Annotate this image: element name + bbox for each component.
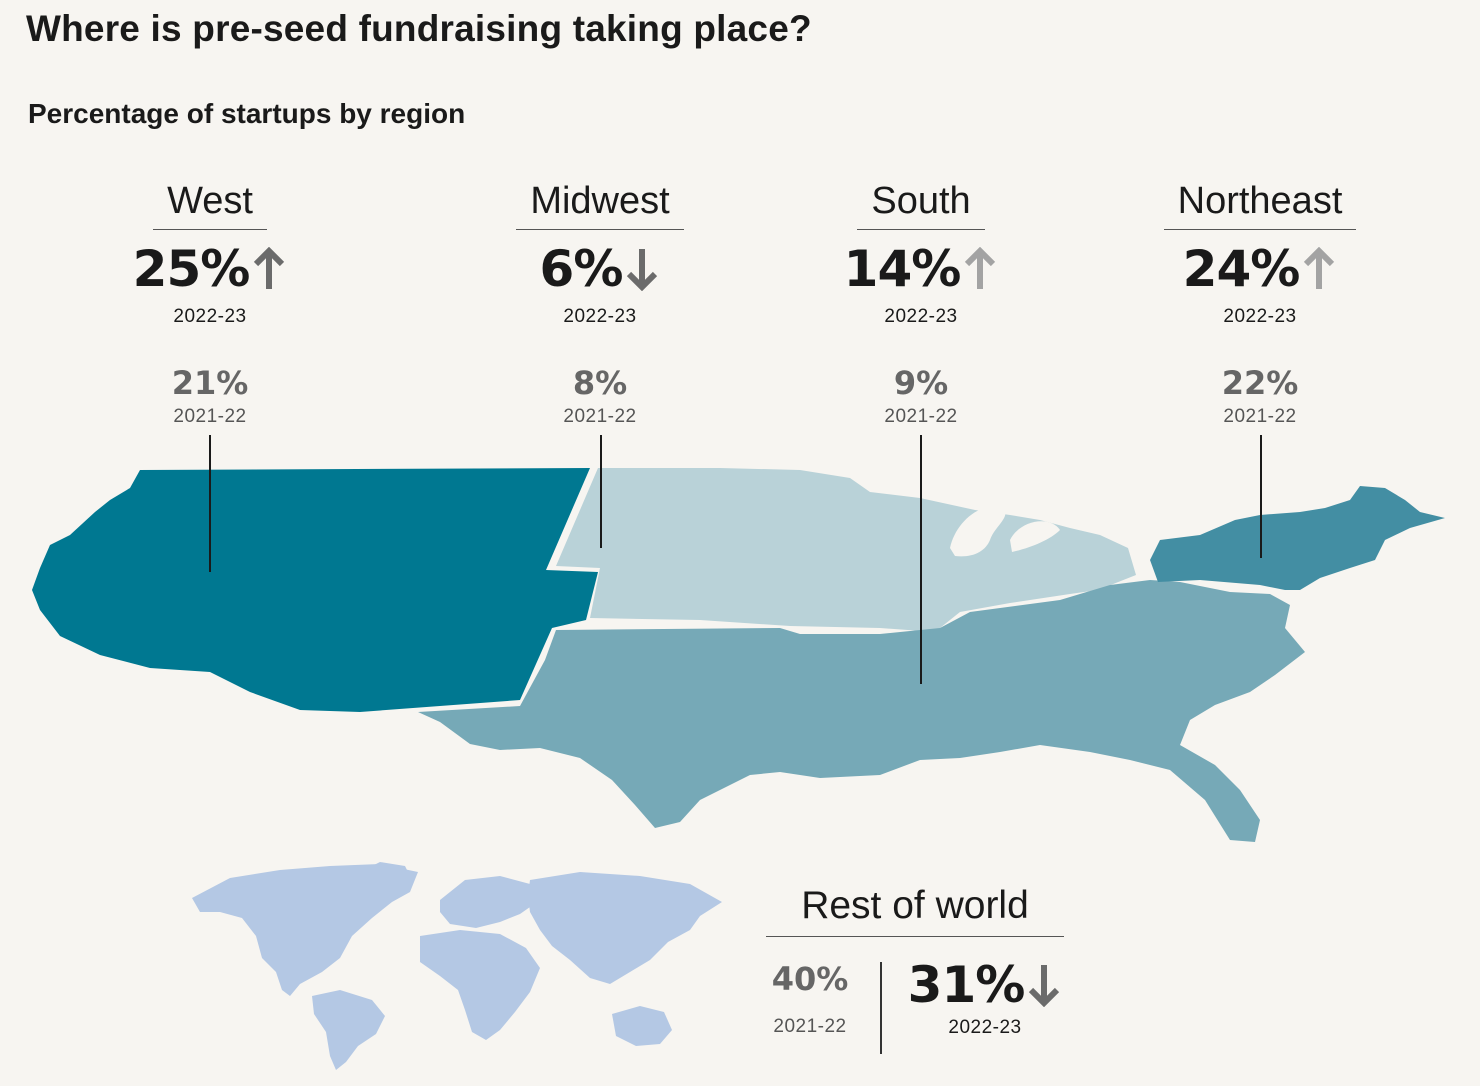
page-title: Where is pre-seed fundraising taking pla… bbox=[26, 8, 812, 49]
arrow-up-icon bbox=[1304, 247, 1335, 289]
region-west: West 25% 2022-23 21% 2021-22 bbox=[60, 180, 360, 428]
divider bbox=[880, 962, 882, 1054]
current-percent: 25% bbox=[132, 240, 251, 298]
rest-of-world-name: Rest of world bbox=[766, 884, 1064, 937]
great-lakes-shape bbox=[950, 505, 1006, 557]
previous-year: 2021-22 bbox=[1223, 406, 1297, 427]
previous-percent: 40% bbox=[771, 960, 849, 998]
previous-percent: 8% bbox=[572, 364, 628, 402]
world-map bbox=[192, 862, 722, 1070]
region-name: Midwest bbox=[516, 180, 684, 230]
rest-of-world-previous: 40% 2021-22 bbox=[770, 960, 850, 1038]
current-year: 2022-23 bbox=[884, 306, 958, 327]
rest-of-world-current: 31% 2022-23 bbox=[900, 955, 1070, 1039]
continent-europe bbox=[440, 876, 540, 928]
rest-of-world-block: Rest of world bbox=[766, 884, 1064, 937]
region-midwest: Midwest 6% 2022-23 8% 2021-22 bbox=[450, 180, 750, 428]
continent-asia bbox=[528, 872, 722, 984]
page-subtitle: Percentage of startups by region bbox=[28, 98, 466, 129]
region-name: South bbox=[857, 180, 985, 230]
arrow-up-icon bbox=[965, 247, 996, 289]
region-name: West bbox=[153, 180, 267, 230]
arrow-up-icon bbox=[254, 247, 285, 289]
continent-south-america bbox=[312, 990, 385, 1070]
previous-year: 2021-22 bbox=[563, 406, 637, 427]
current-year: 2022-23 bbox=[1223, 306, 1297, 327]
current-percent: 24% bbox=[1182, 240, 1301, 298]
previous-year: 2021-22 bbox=[884, 406, 958, 427]
great-lakes-shape bbox=[1010, 521, 1060, 552]
previous-year: 2021-22 bbox=[173, 406, 247, 427]
continent-africa bbox=[420, 930, 540, 1040]
current-year: 2022-23 bbox=[563, 306, 637, 327]
previous-percent: 22% bbox=[1221, 364, 1299, 402]
arrow-down-icon bbox=[627, 249, 658, 291]
current-percent: 31% bbox=[907, 956, 1026, 1014]
previous-year: 2021-22 bbox=[773, 1016, 847, 1037]
arrow-down-icon bbox=[1029, 965, 1060, 1007]
current-year: 2022-23 bbox=[948, 1017, 1022, 1038]
previous-percent: 21% bbox=[171, 364, 249, 402]
region-name: Northeast bbox=[1163, 180, 1357, 230]
region-northeast: Northeast 24% 2022-23 22% 2021-22 bbox=[1110, 180, 1410, 428]
continent-australia bbox=[612, 1006, 672, 1046]
continent-north-america bbox=[192, 864, 418, 996]
current-year: 2022-23 bbox=[173, 306, 247, 327]
continent-greenland bbox=[360, 862, 412, 900]
region-south: South 14% 2022-23 9% 2021-22 bbox=[771, 180, 1071, 428]
current-percent: 14% bbox=[843, 240, 962, 298]
previous-percent: 9% bbox=[893, 364, 949, 402]
map-region-midwest bbox=[556, 468, 1136, 632]
map-region-west bbox=[32, 468, 598, 712]
map-region-northeast bbox=[1150, 486, 1445, 590]
map-region-south bbox=[418, 580, 1305, 842]
current-percent: 6% bbox=[539, 240, 624, 298]
